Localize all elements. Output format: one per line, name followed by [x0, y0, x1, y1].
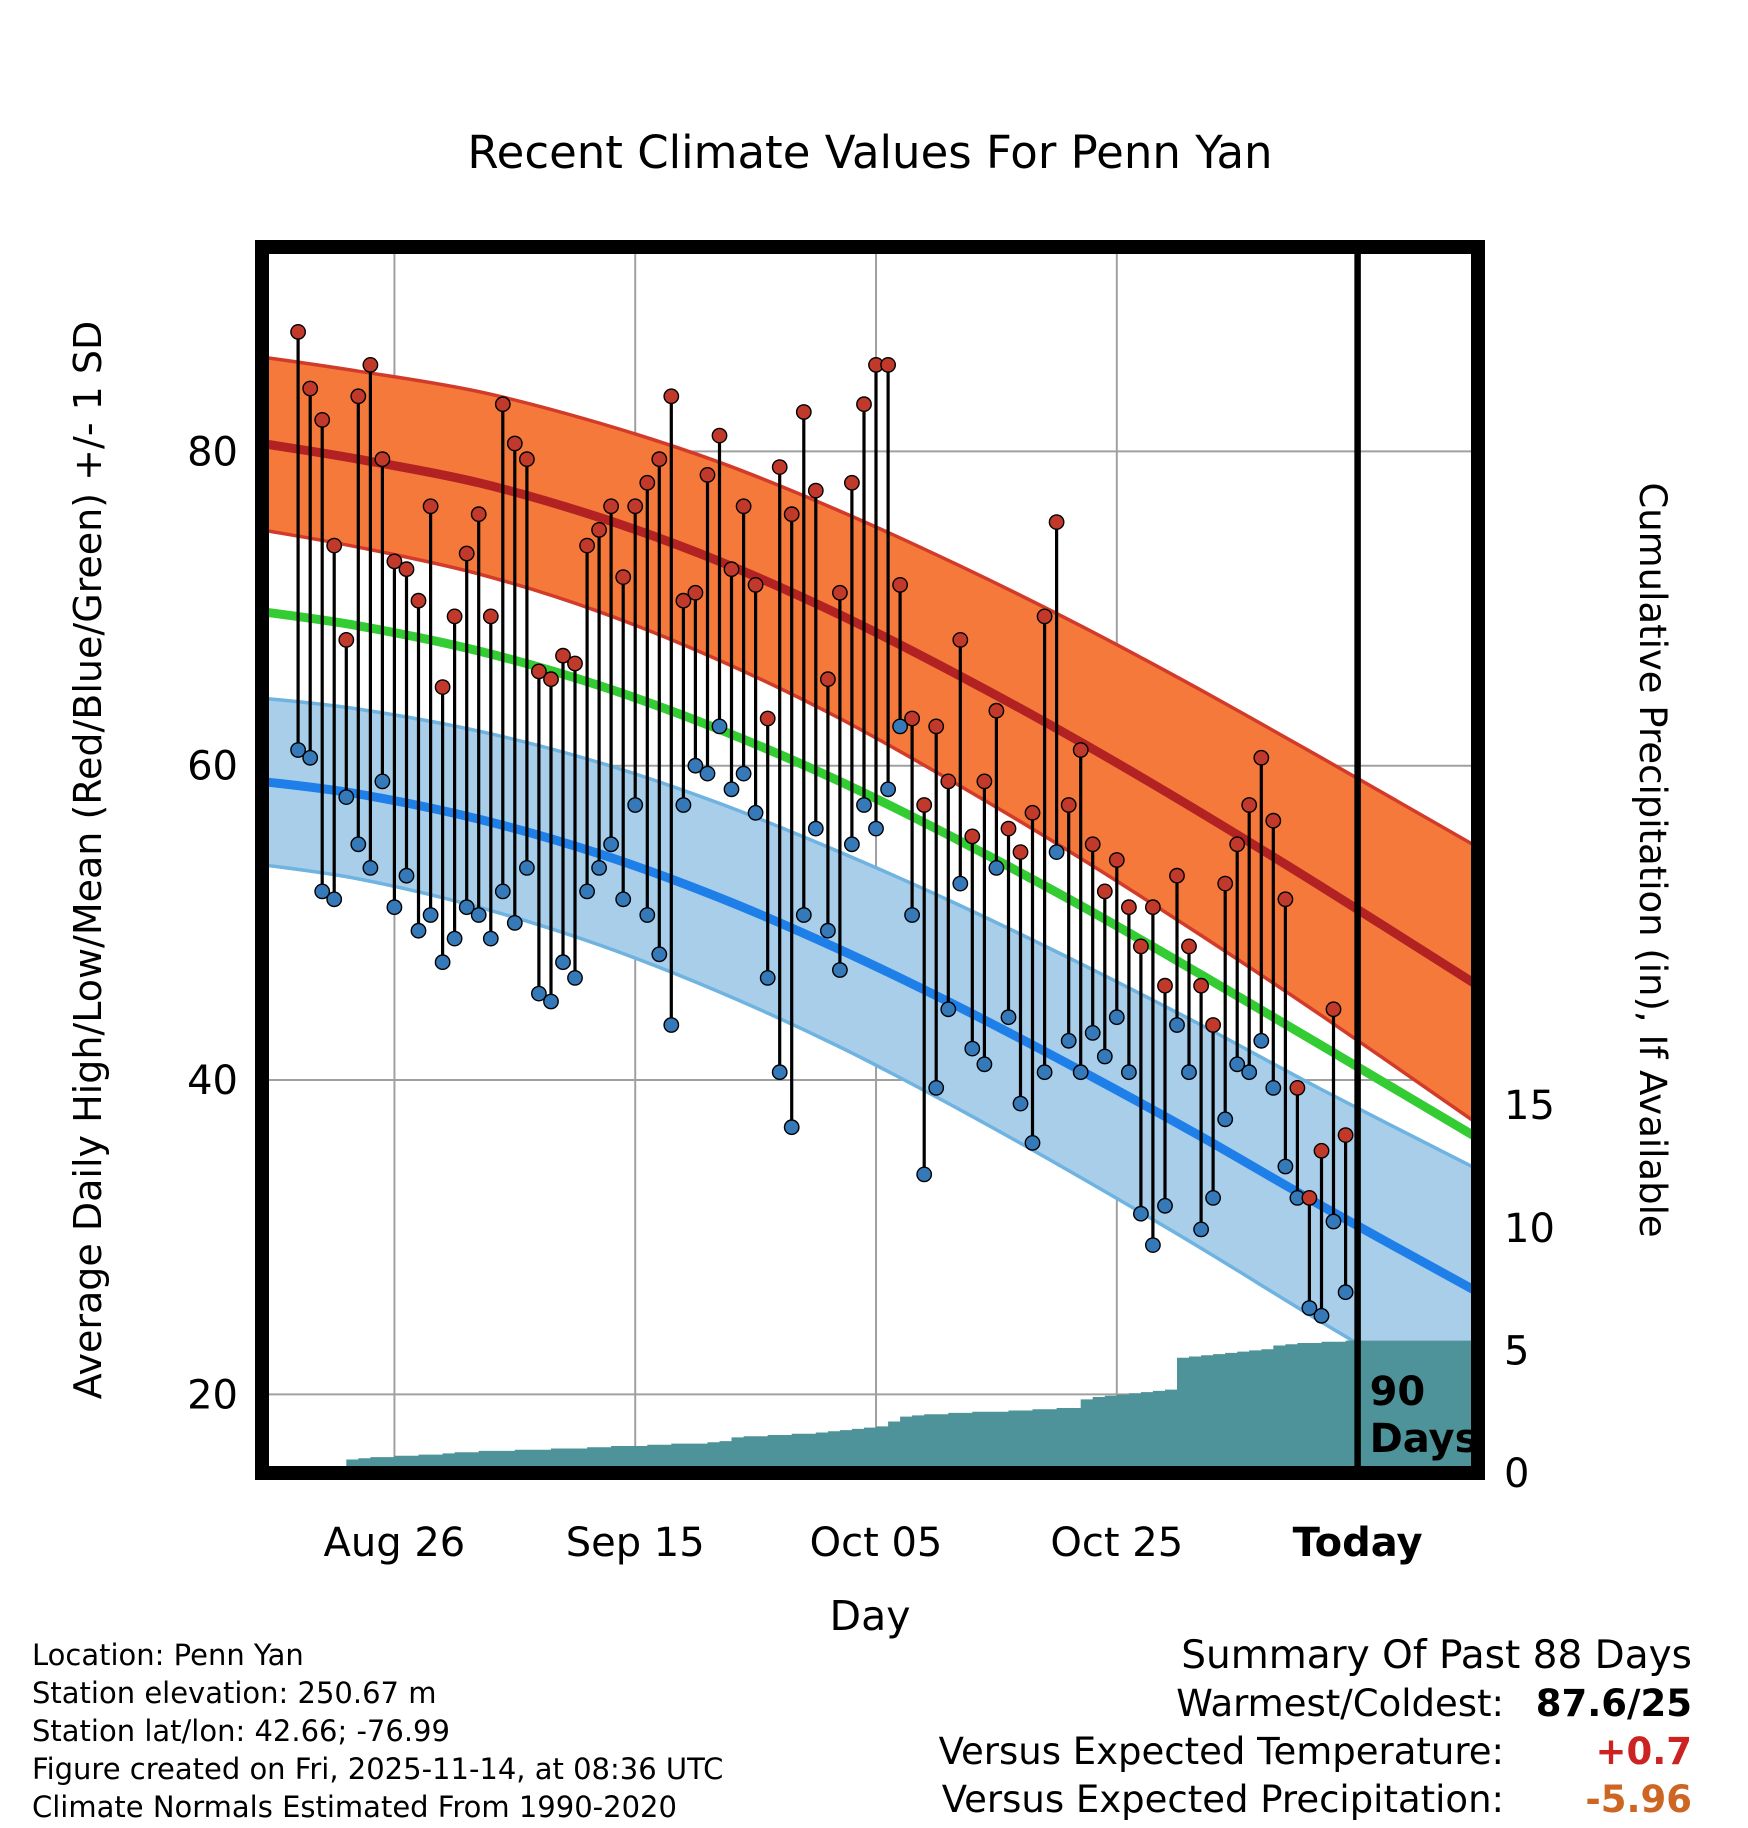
normal-bands: [257, 355, 1483, 1417]
summary-label-0: Warmest/Coldest:: [1176, 1682, 1504, 1725]
latlon-line: Station lat/lon: 42.66; -76.99: [32, 1714, 450, 1748]
x-tick-label: Oct 05: [810, 1520, 943, 1566]
y-right-tick-label: 15: [1504, 1083, 1555, 1129]
summary-panel: Summary Of Past 88 Days Warmest/Coldest:…: [939, 1632, 1692, 1824]
tick-labels: Aug 26 Sep 15 Oct 05 Oct 25 Today 20 40 60 80 0 5 1…: [187, 429, 1555, 1566]
y-left-tick-label: 60: [187, 744, 238, 790]
x-axis-label: Day: [829, 1592, 911, 1640]
elevation-line: Station elevation: 250.67 m: [32, 1676, 437, 1710]
ninety-days-annotation: Days: [1370, 1416, 1479, 1462]
y-axis-left-label: Average Daily High/Low/Mean (Red/Blue/Gr…: [66, 320, 110, 1400]
y-right-tick-label: 0: [1504, 1451, 1529, 1497]
x-tick-label: Sep 15: [566, 1520, 705, 1566]
cumulative-precip-area: [262, 1340, 1478, 1473]
summary-value-2: -5.96: [1585, 1778, 1692, 1821]
summary-row-vs-temperature: Versus Expected Temperature: +0.7: [939, 1728, 1692, 1776]
y-right-tick-label: 10: [1504, 1206, 1555, 1252]
summary-label-2: Versus Expected Precipitation:: [941, 1778, 1504, 1821]
daily-high-low-observations: [290, 323, 1354, 1324]
summary-label-1: Versus Expected Temperature:: [938, 1730, 1504, 1773]
plot-border: [255, 240, 1485, 1480]
x-tick-label: Oct 25: [1050, 1520, 1183, 1566]
ninety-days-annotation: 90: [1370, 1369, 1426, 1415]
normals-line: Climate Normals Estimated From 1990-2020: [32, 1790, 677, 1824]
summary-row-warmest-coldest: Warmest/Coldest: 87.6/25: [939, 1680, 1692, 1728]
summary-title: Summary Of Past 88 Days: [1181, 1633, 1692, 1678]
x-tick-label: Aug 26: [324, 1520, 466, 1566]
summary-value-1: +0.7: [1595, 1730, 1692, 1773]
summary-row-vs-precipitation: Versus Expected Precipitation: -5.96: [939, 1776, 1692, 1824]
y-left-tick-label: 40: [187, 1058, 238, 1104]
y-left-tick-label: 80: [187, 429, 238, 475]
created-line: Figure created on Fri, 2025-11-14, at 08…: [32, 1752, 724, 1786]
y-axis-right-label: Cumulative Precipitation (in), If Availa…: [1631, 482, 1674, 1238]
location-line: Location: Penn Yan: [32, 1638, 304, 1672]
y-left-tick-label: 20: [187, 1372, 238, 1418]
summary-value-0: 87.6/25: [1535, 1682, 1692, 1725]
y-right-tick-label: 5: [1504, 1328, 1529, 1374]
x-tick-label: Today: [1293, 1520, 1423, 1566]
figure-metadata: Location: Penn Yan Station elevation: 25…: [32, 1636, 723, 1826]
chart-title: Recent Climate Values For Penn Yan: [467, 126, 1273, 179]
